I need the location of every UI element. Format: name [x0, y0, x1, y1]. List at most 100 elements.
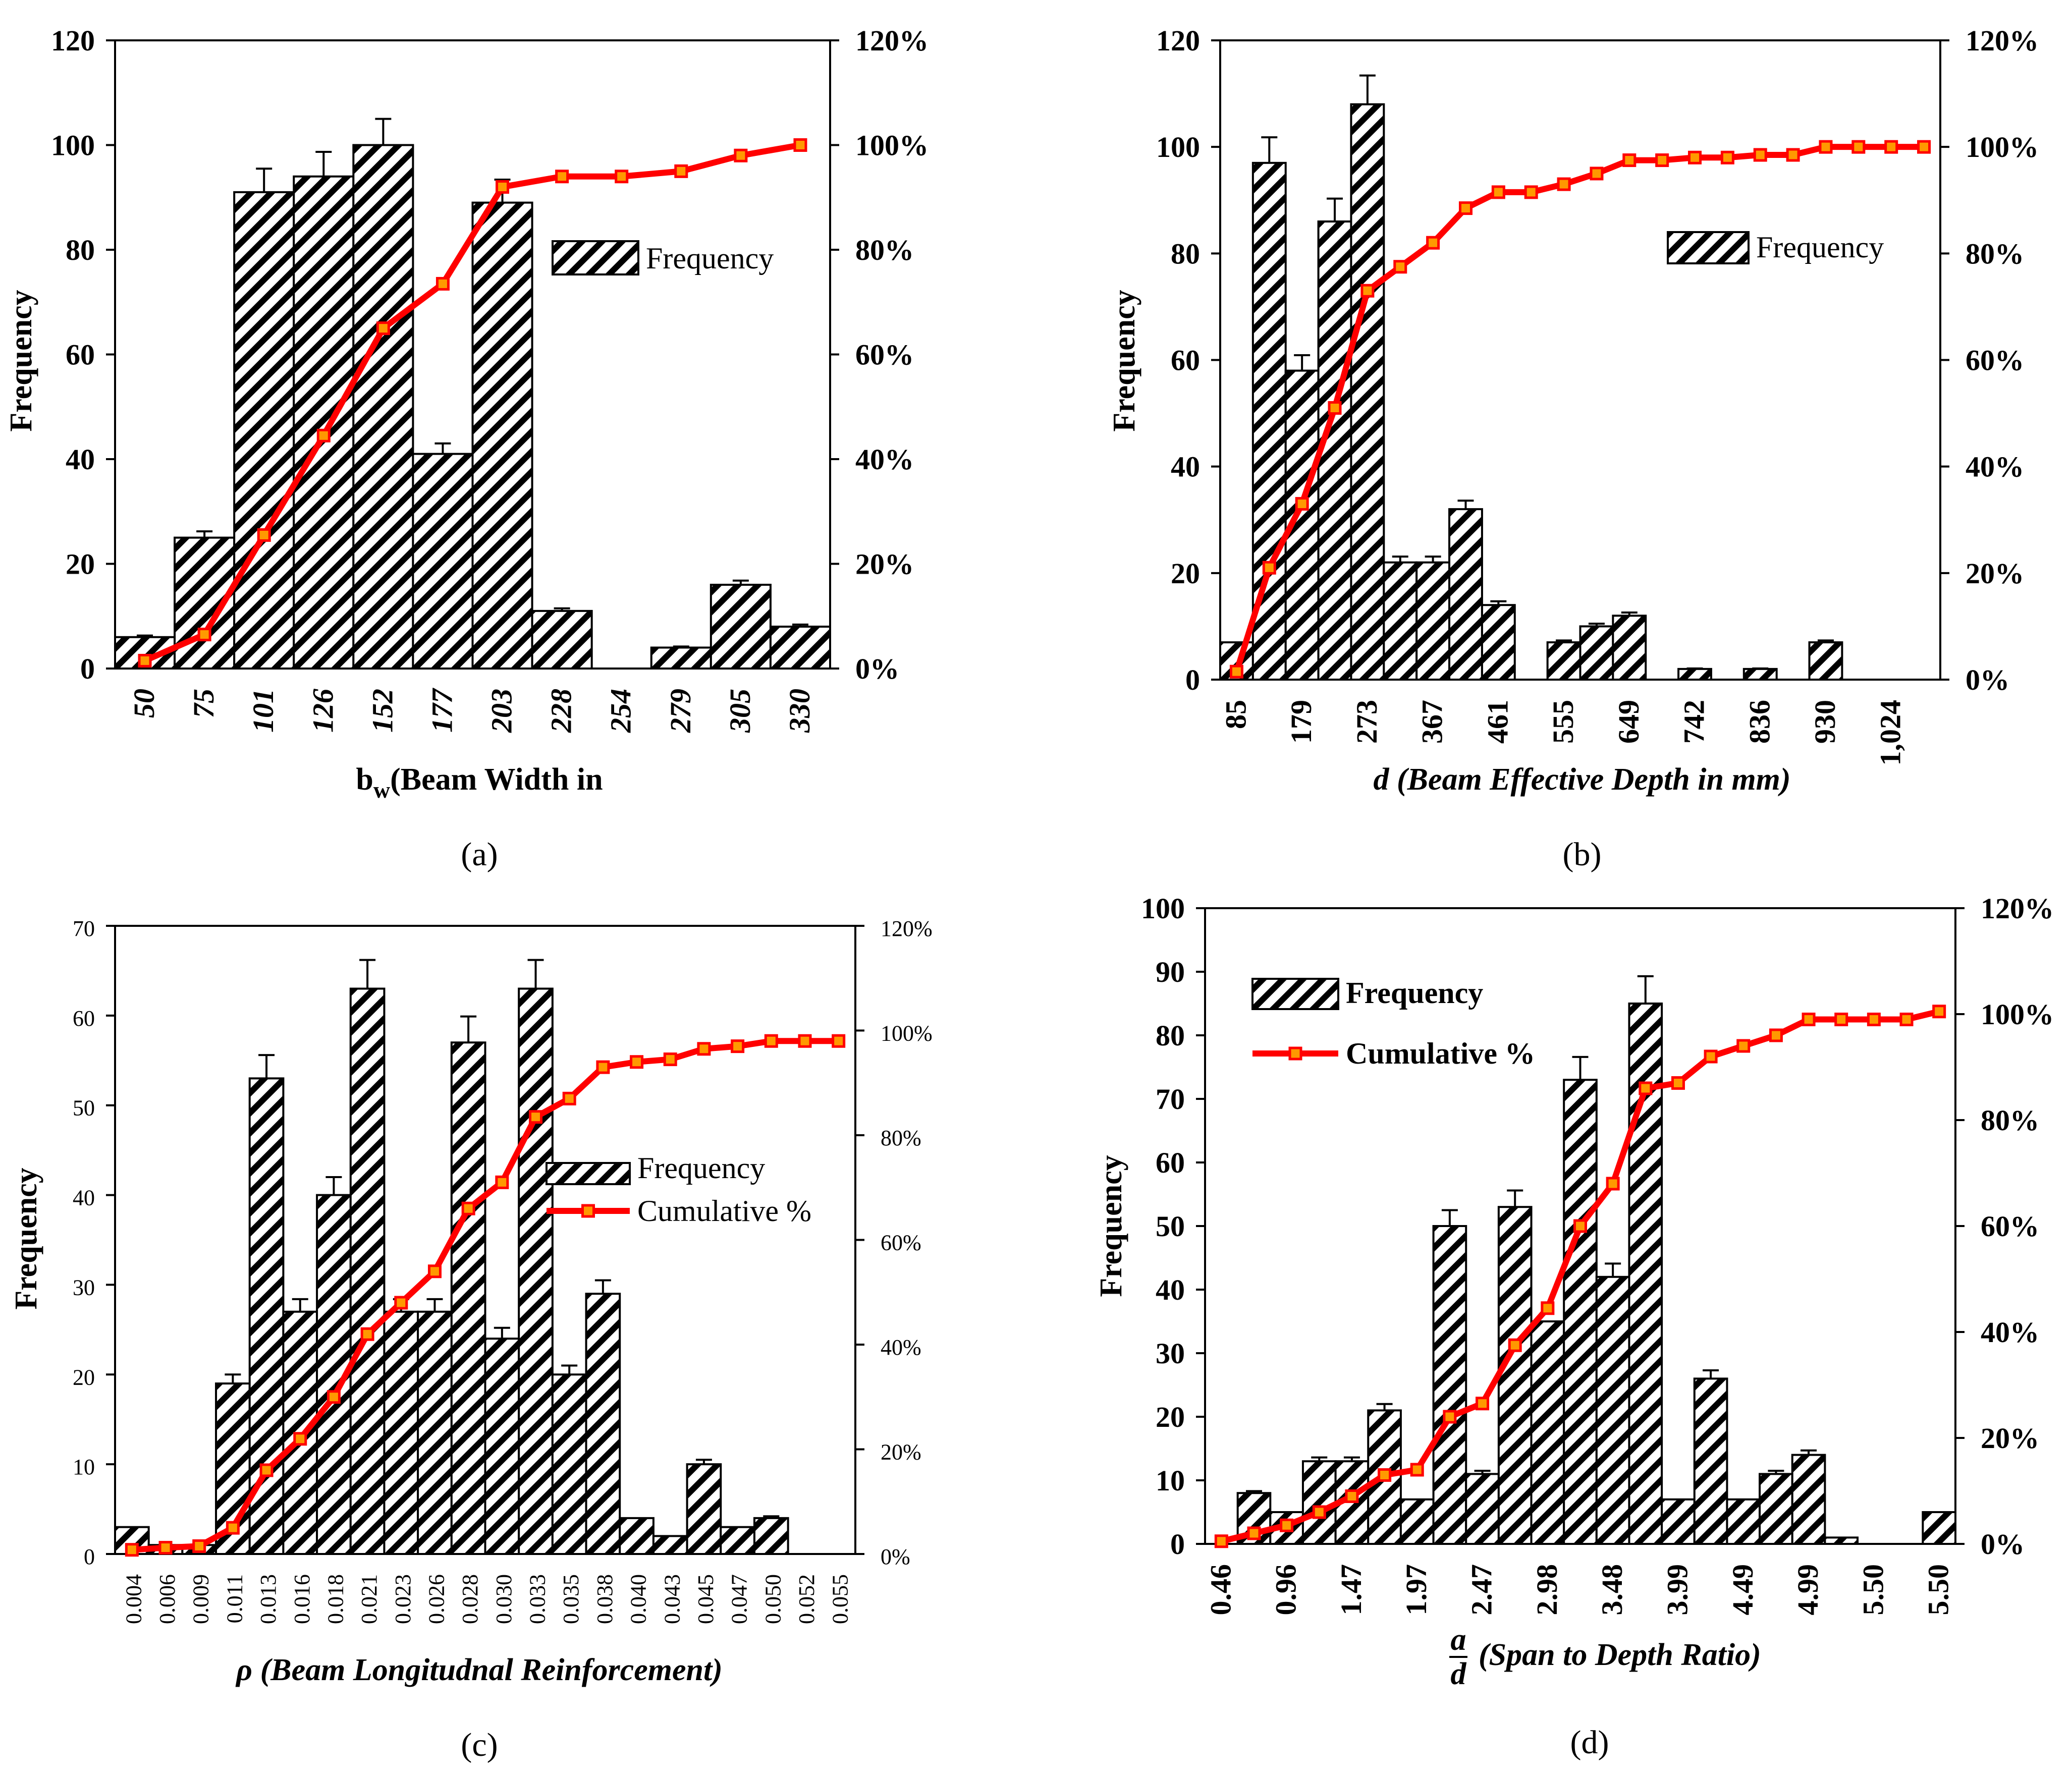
frequency-bar [1399, 1498, 1435, 1545]
frequency-bar [1530, 1320, 1565, 1545]
x-tick-label: 0.46 [1204, 1564, 1237, 1616]
x-tick-label: 0.050 [760, 1574, 785, 1624]
y2-tick-label: 40% [1981, 1316, 2039, 1349]
x-tick-label: 75 [187, 689, 220, 718]
cumulative-marker [1622, 153, 1637, 168]
y2-tick-label: 20% [1981, 1422, 2039, 1455]
x-tick-label: 649 [1612, 700, 1645, 744]
x-tick-label: 0.055 [828, 1574, 853, 1624]
frequency-bar [1726, 1498, 1761, 1545]
x-axis-label-numerator: a [1451, 1623, 1466, 1657]
cumulative-marker [427, 1264, 442, 1279]
y-tick-label: 40 [66, 443, 95, 476]
x-tick-label: 177 [425, 688, 458, 733]
cumulative-marker [293, 1432, 307, 1446]
frequency-bar [1824, 1536, 1859, 1545]
chart-panel-a: 0 20 40 60 80 100 120 0% 20% 40% 60% 80% 100% 120% 50 7… [4, 24, 929, 873]
x-tick-label: 273 [1350, 700, 1383, 744]
cumulative-marker [1312, 1505, 1326, 1519]
legend-label-frequency: Frequency [1756, 231, 1884, 264]
cumulative-marker [1573, 1219, 1587, 1233]
legend-marker-cumulative [581, 1204, 595, 1218]
cumulative-marker [1393, 260, 1407, 274]
x-tick-label: 555 [1547, 700, 1579, 744]
cumulative-marker [1443, 1410, 1457, 1424]
frequency-bar [1612, 615, 1647, 681]
cumulative-line [1233, 144, 1924, 673]
x-tick-label: 0.045 [693, 1574, 718, 1624]
cumulative-marker [1834, 1013, 1848, 1026]
y-axis-label: Frequency [9, 1168, 43, 1309]
y2-tick-label: 100% [1966, 131, 2039, 163]
cumulative-marker [394, 1296, 408, 1310]
frequency-bar [710, 584, 772, 670]
x-tick-label: 330 [783, 689, 816, 733]
x-tick-label: 50 [128, 689, 160, 718]
frequency-bar [769, 626, 831, 670]
cumulative-marker [376, 321, 390, 336]
legend-swatch-frequency [1667, 231, 1750, 264]
x-axis-label: ρ (Beam Longitudnal Reinforcement) [235, 1653, 723, 1687]
y-tick-label: 90 [1156, 956, 1185, 988]
cumulative-marker [158, 1541, 173, 1555]
frequency-bar [1579, 625, 1614, 681]
frequency-bar [1563, 1079, 1598, 1545]
cumulative-marker [1426, 236, 1440, 250]
y2-tick-label: 120% [1981, 892, 2054, 925]
panel-label: (d) [1570, 1724, 1609, 1761]
cumulative-marker [197, 628, 211, 642]
y-tick-label: 0 [84, 1544, 95, 1569]
y2-tick-label: 60% [881, 1231, 921, 1255]
frequency-bar [450, 1041, 486, 1556]
frequency-bar [1693, 1377, 1728, 1545]
x-tick-label: 367 [1416, 700, 1449, 744]
cumulative-marker [461, 1201, 475, 1215]
x-tick-label: 0.023 [391, 1574, 415, 1624]
x-tick-label: 742 [1678, 700, 1711, 744]
y2-tick-label: 0% [1981, 1528, 2025, 1561]
cumulative-marker [1606, 1177, 1620, 1191]
frequency-bar [1448, 508, 1483, 681]
chart-panel-c: 0 10 20 30 40 50 60 70 0% 20% 40% 60% 80% 100% 120% 0.0… [9, 916, 933, 1763]
cumulative-marker [1867, 1013, 1881, 1026]
cumulative-marker [1932, 1005, 1946, 1019]
cumulative-marker [1247, 1526, 1261, 1540]
x-tick-label: 0.030 [492, 1574, 516, 1624]
y-axis-label: Frequency [1107, 290, 1141, 431]
x-tick-label: 1,024 [1874, 700, 1907, 766]
y-tick-label: 40 [1156, 1273, 1185, 1306]
y2-tick-label: 20% [855, 548, 914, 581]
cumulative-marker [1753, 148, 1767, 162]
y2-tick-label: 20% [1966, 557, 2024, 590]
legend-label-cumulative: Cumulative % [1346, 1037, 1535, 1070]
y2-tick-label: 100% [881, 1021, 933, 1046]
cumulative-marker [798, 1034, 812, 1048]
x-tick-label: 0.040 [626, 1574, 651, 1624]
cumulative-marker [1524, 185, 1538, 199]
frequency-bar [248, 1077, 285, 1556]
cumulative-marker [1917, 140, 1931, 154]
y-tick-label: 30 [73, 1275, 95, 1300]
y-tick-label: 50 [73, 1096, 95, 1121]
legend-swatch-frequency [552, 240, 639, 275]
x-tick-label: 85 [1219, 700, 1252, 729]
frequency-bar [1497, 1206, 1533, 1545]
cumulative-marker [1295, 497, 1309, 511]
y-axis-label: Frequency [1094, 1155, 1128, 1297]
x-tick-label: 0.052 [794, 1574, 819, 1624]
cumulative-marker [360, 1327, 374, 1341]
cumulative-marker [555, 170, 569, 184]
frequency-bar [349, 987, 386, 1555]
y-tick-label: 30 [1156, 1337, 1185, 1370]
x-tick-label: 0.009 [189, 1574, 213, 1624]
y2-tick-label: 80% [1981, 1104, 2039, 1137]
x-tick-label: 461 [1481, 700, 1514, 744]
legend-marker-cumulative [1288, 1046, 1302, 1061]
x-tick-label: 5.50 [1857, 1564, 1889, 1616]
frequency-bar [551, 1373, 587, 1555]
y2-tick-label: 40% [1966, 451, 2024, 483]
cumulative-marker [1508, 1338, 1522, 1352]
y-tick-label: 20 [66, 548, 95, 581]
y-tick-label: 10 [1156, 1464, 1185, 1497]
x-tick-label: 0.006 [155, 1574, 180, 1624]
